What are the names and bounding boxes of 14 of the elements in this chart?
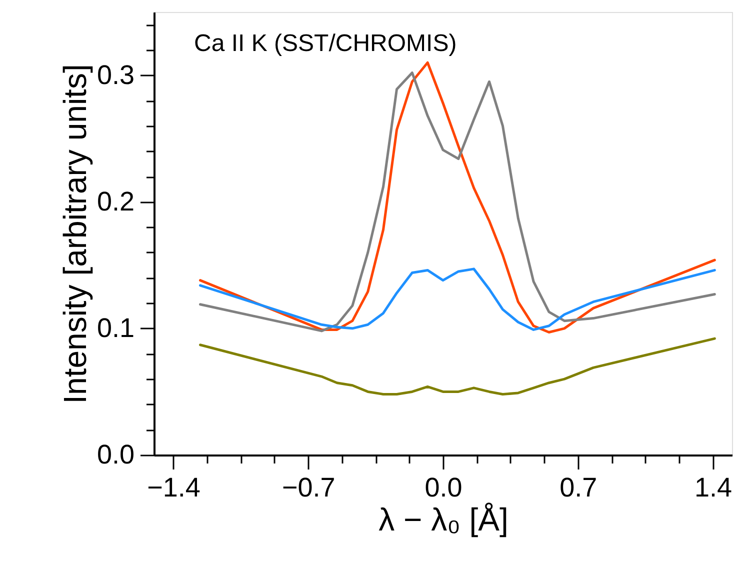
y-tick-label: 0.0 <box>96 440 134 470</box>
x-tick-label: 1.4 <box>694 472 732 502</box>
x-tick-label: −0.7 <box>282 472 336 502</box>
x-axis-title: λ − λ₀ [Å] <box>378 502 508 538</box>
y-tick-label: 0.2 <box>96 186 134 216</box>
line-series <box>198 268 716 331</box>
x-tick-label: −1.4 <box>147 472 200 502</box>
x-tick-label: 0.7 <box>560 472 598 502</box>
annotation: Ca II K (SST/CHROMIS) <box>194 30 457 57</box>
line-series <box>198 337 716 396</box>
x-tick-label: 0.0 <box>424 472 462 502</box>
y-axis-title: Intensity [arbitrary units] <box>56 64 93 404</box>
y-tick-label: 0.3 <box>96 60 134 90</box>
y-tick-label: 0.1 <box>96 312 134 343</box>
